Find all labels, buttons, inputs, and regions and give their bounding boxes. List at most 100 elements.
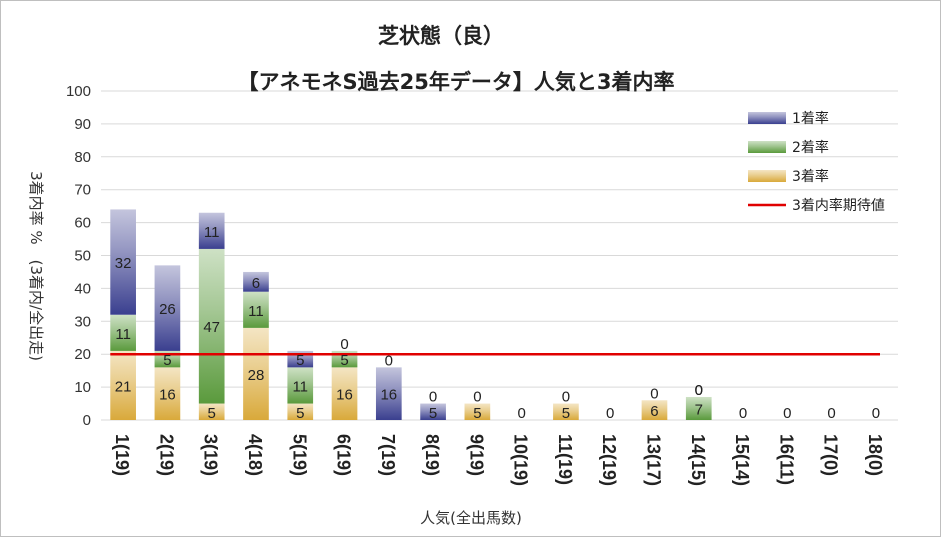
y-tick-label: 90 <box>74 116 91 133</box>
legend-label: 1着率 <box>792 110 829 127</box>
data-label: 5 <box>340 352 348 369</box>
x-category-label: 14(15) <box>688 434 708 486</box>
data-label: 6 <box>650 403 658 420</box>
data-label: 0 <box>739 405 747 422</box>
y-tick-label: 50 <box>74 248 91 265</box>
third-place-bar <box>464 403 491 420</box>
data-label: 0 <box>517 405 525 422</box>
data-label: 16 <box>336 387 353 404</box>
third-place-bar <box>331 367 358 420</box>
x-category-label: 1(19) <box>112 434 132 476</box>
data-label: 28 <box>248 367 265 384</box>
second-place-bar <box>198 248 225 404</box>
x-category-label: 11(19) <box>555 434 575 485</box>
data-label: 5 <box>429 405 437 422</box>
third-place-bar <box>243 327 269 420</box>
chart-title: 芝状態（良） <box>378 24 504 48</box>
third-place-bar <box>553 403 579 420</box>
y-tick-label: 70 <box>74 182 91 199</box>
data-label: 11 <box>292 378 308 395</box>
data-label: 0 <box>429 389 437 406</box>
data-label: 0 <box>606 405 614 422</box>
data-label: 11 <box>115 326 131 343</box>
data-label: 26 <box>159 301 176 318</box>
data-label: 0 <box>650 385 658 402</box>
x-category-label: 12(19) <box>599 434 619 486</box>
legend-label: 2着率 <box>792 139 829 156</box>
third-place-bar <box>641 400 668 420</box>
data-label: 16 <box>159 387 176 404</box>
data-label: 0 <box>385 352 393 369</box>
data-label: 0 <box>473 389 481 406</box>
data-label: 32 <box>115 255 132 272</box>
first-place-bar <box>110 209 136 315</box>
x-axis-title: 人気(全出馬数) <box>420 509 522 527</box>
x-category-label: 16(11) <box>776 434 796 485</box>
second-place-bar <box>110 314 136 351</box>
legend-swatch <box>748 141 786 153</box>
x-category-label: 3(19) <box>201 434 221 476</box>
data-label: 5 <box>208 405 216 422</box>
second-place-bar <box>243 291 269 328</box>
first-place-bar <box>154 265 181 351</box>
data-label: 0 <box>827 405 835 422</box>
first-place-bar <box>420 403 446 420</box>
third-place-bar <box>287 403 314 420</box>
first-place-bar <box>375 367 402 420</box>
x-category-label: 6(19) <box>334 434 354 476</box>
legend-label: 3着率 <box>792 168 829 185</box>
y-tick-label: 30 <box>74 313 91 330</box>
x-category-label: 18(0) <box>865 434 885 476</box>
second-place-bar <box>287 367 314 404</box>
x-category-label: 17(0) <box>821 434 841 476</box>
y-tick-label: 20 <box>74 346 91 363</box>
data-label: 5 <box>296 405 304 422</box>
y-tick-label: 10 <box>74 379 91 396</box>
data-label: 16 <box>380 387 397 404</box>
data-label: 5 <box>562 405 570 422</box>
legend: 1着率 2着率 3着率 3着内率期待値 <box>748 110 885 214</box>
x-category-label: 8(19) <box>422 434 442 476</box>
x-category-label: 10(19) <box>511 434 531 486</box>
data-label: 0 <box>340 336 348 353</box>
x-category-label: 15(14) <box>732 434 752 486</box>
data-label: 0 <box>695 382 703 399</box>
bars <box>110 209 712 420</box>
y-tick-label: 100 <box>66 83 91 100</box>
first-place-bar <box>243 271 269 292</box>
data-label: 5 <box>163 352 171 369</box>
legend-swatch <box>748 112 786 124</box>
first-place-bar <box>198 212 225 249</box>
x-category-label: 13(17) <box>643 434 663 486</box>
legend-swatch <box>748 170 786 182</box>
data-label: 21 <box>115 378 132 395</box>
data-label: 0 <box>695 382 703 399</box>
legend-label: 3着内率期待値 <box>792 197 885 214</box>
third-place-bar <box>154 367 181 420</box>
data-label: 0 <box>872 405 880 422</box>
chart-subtitle: 【アネモネS過去25年データ】人気と3着内率 <box>238 70 675 94</box>
data-label: 11 <box>248 303 264 320</box>
x-category-label: 5(19) <box>289 434 309 476</box>
data-label: 7 <box>695 401 703 418</box>
x-axis-categories: 1(19) 2(19) 3(19) 4(18) 5(19) 6(19) 7(19) 8(19)… <box>112 434 885 486</box>
data-label: 6 <box>252 275 260 292</box>
y-axis-ticks: 0 10 20 30 40 50 60 70 80 90 100 <box>66 83 91 429</box>
x-category-label: 2(19) <box>156 434 176 476</box>
x-category-label: 4(18) <box>245 434 265 476</box>
data-label: 5 <box>296 352 304 369</box>
y-tick-label: 0 <box>83 412 91 429</box>
data-label: 0 <box>562 389 570 406</box>
data-label: 47 <box>203 319 220 336</box>
x-category-label: 9(19) <box>466 434 486 476</box>
x-category-label: 7(19) <box>378 434 398 476</box>
y-tick-label: 80 <box>74 149 91 166</box>
third-place-bar <box>198 403 225 420</box>
second-place-bar <box>685 396 712 420</box>
data-label: 5 <box>473 405 481 422</box>
y-tick-label: 60 <box>74 215 91 232</box>
third-place-bar <box>110 350 136 420</box>
